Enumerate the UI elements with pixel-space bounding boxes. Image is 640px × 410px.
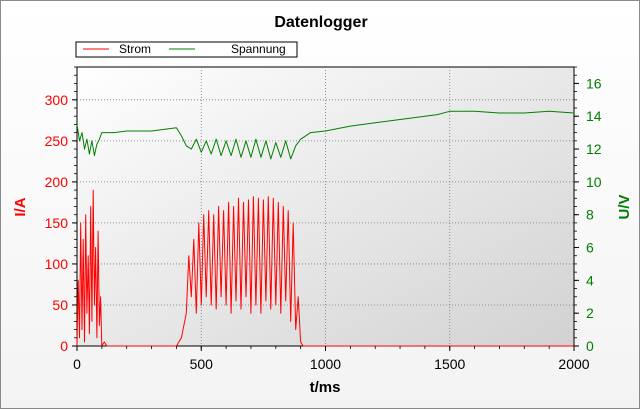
- y-left-tick-label: 200: [45, 174, 69, 190]
- y-axis-right-label: U/V: [616, 194, 633, 219]
- series-line-spannung: [76, 110, 575, 160]
- y-right-tick-label: 4: [586, 272, 594, 288]
- y-left-tick-label: 0: [60, 338, 68, 354]
- y-left-tick-label: 100: [45, 256, 69, 272]
- series-line-strom: [76, 189, 574, 347]
- y-left-tick-label: 150: [45, 215, 69, 231]
- grid-lines: [77, 67, 574, 346]
- legend: Strom Spannung: [75, 41, 298, 58]
- y-left-tick-label: 250: [45, 133, 69, 149]
- x-tick-label: 1500: [434, 356, 465, 372]
- chart-title: Datenlogger: [274, 14, 367, 31]
- series-lines: [76, 110, 575, 347]
- x-tick-label: 1000: [310, 356, 341, 372]
- y-right-tick-label: 8: [586, 207, 594, 223]
- y-axis-left-label: I/A: [12, 197, 29, 216]
- x-axis-label: t/ms: [310, 379, 341, 396]
- axis-ticks: 0 500 1000 1500 2000 0 50 100 150 200 250 300 0 2 4 6 8 1…: [45, 66, 602, 372]
- y-left-tick-label: 50: [52, 297, 68, 313]
- y-right-tick-label: 16: [586, 75, 602, 91]
- y-right-tick-label: 2: [586, 305, 594, 321]
- x-tick-label: 2000: [558, 356, 589, 372]
- legend-label-spannung: Spannung: [231, 42, 286, 56]
- x-tick-label: 500: [190, 356, 214, 372]
- y-right-tick-label: 6: [586, 240, 594, 256]
- x-tick-label: 0: [73, 356, 81, 372]
- y-right-tick-label: 14: [586, 108, 602, 124]
- plot-area: [76, 66, 575, 347]
- y-left-tick-label: 300: [45, 92, 69, 108]
- legend-label-strom: Strom: [119, 42, 151, 56]
- y-right-tick-label: 12: [586, 141, 602, 157]
- y-right-tick-label: 10: [586, 174, 602, 190]
- y-right-tick-label: 0: [586, 338, 594, 354]
